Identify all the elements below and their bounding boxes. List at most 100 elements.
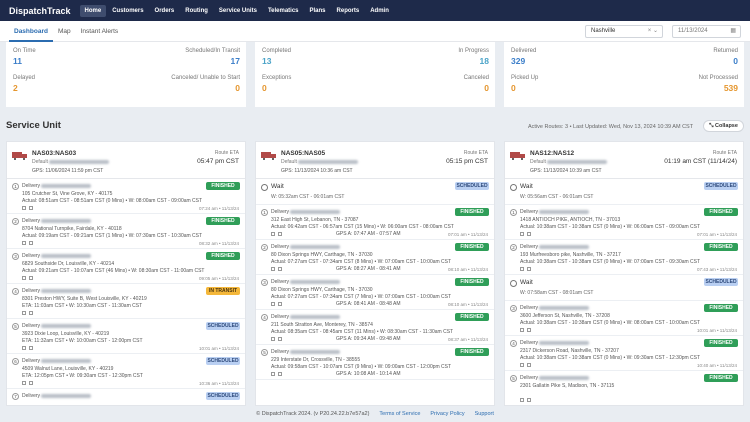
- stop-type: Delivery: [271, 209, 341, 215]
- stop-row[interactable]: 2 Delivery FINISHED 193 Murfreesboro pike,…: [505, 240, 743, 275]
- note-icon[interactable]: [22, 276, 26, 280]
- stop-number: 5: [12, 323, 19, 330]
- stop-row[interactable]: 1 Delivery FINISHED 312 East High St, Leba…: [256, 205, 494, 240]
- stop-row[interactable]: 4 Delivery FINISHED 211 South Stratton Ave…: [256, 310, 494, 345]
- truck-icon: [12, 151, 28, 160]
- stop-row[interactable]: 2 Delivery FINISHED 80 Dixon Springs HWY, …: [256, 240, 494, 275]
- wait-window: W: 07:58am CST - 08:01am CST: [520, 290, 594, 296]
- photo-icon[interactable]: [527, 232, 531, 236]
- wait-row[interactable]: Wait SCHEDULED W: 05:32am CST - 06:01am CS…: [256, 179, 494, 205]
- route-column: NAS03:NAS03 Default GPS: 11/06/2024 11:59…: [6, 141, 246, 406]
- photo-icon[interactable]: [278, 267, 282, 271]
- photo-icon[interactable]: [29, 276, 33, 280]
- tab-dashboard[interactable]: Dashboard: [9, 21, 53, 42]
- wait-row[interactable]: Wait SCHEDULED W: 07:58am CST - 08:01am CS…: [505, 275, 743, 301]
- route-eta: 05:15 pm CST: [446, 158, 488, 165]
- stop-number: 4: [510, 340, 517, 347]
- note-icon[interactable]: [22, 206, 26, 210]
- nav-home[interactable]: Home: [79, 4, 107, 17]
- route-eta-label: Route ETA: [463, 150, 488, 156]
- stat-label: Completed: [262, 48, 292, 54]
- note-icon[interactable]: [520, 267, 524, 271]
- tab-map[interactable]: Map: [57, 27, 71, 35]
- wait-title: Wait: [520, 183, 533, 190]
- note-icon[interactable]: [520, 398, 524, 402]
- nav-plans[interactable]: Plans: [309, 7, 326, 14]
- photo-icon[interactable]: [278, 337, 282, 341]
- note-icon[interactable]: [22, 311, 26, 315]
- note-icon[interactable]: [271, 337, 275, 341]
- stop-row[interactable]: 2 Delivery FINISHED 8704 National Turnpike…: [7, 214, 245, 249]
- stat-label: Scheduled/In Transit: [185, 48, 240, 54]
- collapse-label: Collapse: [715, 123, 738, 129]
- route-header[interactable]: NAS03:NAS03 Default GPS: 11/06/2024 11:59…: [7, 142, 245, 179]
- route-header[interactable]: NAS05:NAS05 Default GPS: 11/13/2024 10:36…: [256, 142, 494, 179]
- stop-row[interactable]: 4 Delivery FINISHED 2317 Dickerson Road, N…: [505, 336, 743, 371]
- tab-instant-alerts[interactable]: Instant Alerts: [80, 27, 119, 35]
- photo-icon[interactable]: [29, 381, 33, 385]
- nav-customers[interactable]: Customers: [112, 7, 144, 14]
- photo-icon[interactable]: [29, 311, 33, 315]
- stop-row[interactable]: 1 Delivery FINISHED 105 Crutcher St, Vine …: [7, 179, 245, 214]
- stop-type: Delivery: [271, 279, 341, 285]
- stop-type: Delivery: [22, 393, 92, 399]
- note-icon[interactable]: [520, 363, 524, 367]
- nav-admin[interactable]: Admin: [370, 7, 389, 14]
- photo-icon[interactable]: [527, 328, 531, 332]
- route-header[interactable]: NAS12:NAS12 Default GPS: 11/13/2024 10:39…: [505, 142, 743, 179]
- photo-icon[interactable]: [278, 372, 282, 376]
- stop-window: Actual: 09:19am CST - 09:21am CST (1 Min…: [22, 233, 203, 239]
- nav-telematics[interactable]: Telematics: [267, 7, 299, 14]
- stop-row[interactable]: 3 Delivery FINISHED 6829 Southside Dr, Lou…: [7, 249, 245, 284]
- stat-value: 0: [262, 83, 267, 93]
- nav-reports[interactable]: Reports: [336, 7, 360, 14]
- stop-window: Actual: 08:35am CST - 08:45am CST (11 Mi…: [271, 329, 454, 335]
- hub-select-value: Nashville: [591, 28, 616, 34]
- nav-service-units[interactable]: Service Units: [218, 7, 257, 14]
- wait-row[interactable]: Wait SCHEDULED W: 05:56am CST - 06:01am CS…: [505, 179, 743, 205]
- route-gps: GPS: 11/13/2024 10:36 am CST: [281, 168, 353, 174]
- nav-routing[interactable]: Routing: [185, 7, 208, 14]
- note-icon[interactable]: [520, 232, 524, 236]
- stop-row[interactable]: 3 Delivery FINISHED 80 Dixon Springs HWY, …: [256, 275, 494, 310]
- stop-row[interactable]: 4 Delivery IN TRANSIT 8301 Preston HWY, Su…: [7, 284, 245, 319]
- stop-row[interactable]: 5 Delivery FINISHED 2301 Gallatin Pike S, …: [505, 371, 743, 405]
- nav-orders[interactable]: Orders: [154, 7, 175, 14]
- stop-row[interactable]: 1 Delivery FINISHED 1418 ANTIOCH PIKE, ANT…: [505, 205, 743, 240]
- copyright: © DispatchTrack 2024. (v P20.24.22.b7e57…: [256, 411, 370, 417]
- terms-link[interactable]: Terms of Service: [379, 411, 421, 417]
- note-icon[interactable]: [271, 302, 275, 306]
- stop-row[interactable]: 5 Delivery FINISHED 229 Interstate Dr, Cro…: [256, 345, 494, 380]
- note-icon[interactable]: [22, 241, 26, 245]
- support-link[interactable]: Support: [474, 411, 494, 417]
- photo-icon[interactable]: [29, 206, 33, 210]
- privacy-link[interactable]: Privacy Policy: [430, 411, 465, 417]
- note-icon[interactable]: [22, 381, 26, 385]
- stop-address: 8301 Preston HWY, Suite B, West Louisvil…: [22, 296, 147, 302]
- stop-row[interactable]: 7 Delivery SCHEDULED: [7, 389, 245, 405]
- hub-select[interactable]: Nashville × ⌄: [585, 25, 663, 38]
- date-picker[interactable]: 11/13/2024 ▦: [672, 25, 741, 38]
- photo-icon[interactable]: [527, 398, 531, 402]
- photo-icon[interactable]: [29, 241, 33, 245]
- stop-address: 105 Crutcher St, Vine Grove, KY - 40175: [22, 191, 113, 197]
- note-icon[interactable]: [271, 232, 275, 236]
- photo-icon[interactable]: [29, 346, 33, 350]
- calendar-icon[interactable]: ▦: [730, 28, 736, 34]
- photo-icon[interactable]: [278, 302, 282, 306]
- photo-icon[interactable]: [527, 267, 531, 271]
- stop-row[interactable]: 6 Delivery SCHEDULED 4509 Walnut Lane, Lou…: [7, 354, 245, 389]
- status-badge: SCHEDULED: [704, 182, 738, 190]
- stop-row[interactable]: 3 Delivery FINISHED 3600 Jefferson St, Nas…: [505, 301, 743, 336]
- photo-icon[interactable]: [278, 232, 282, 236]
- note-icon[interactable]: [520, 328, 524, 332]
- stop-row[interactable]: 5 Delivery SCHEDULED 3923 Dixie Loop, Loui…: [7, 319, 245, 354]
- collapse-button[interactable]: ⤡ Collapse: [703, 120, 744, 132]
- stop-type: Delivery: [520, 305, 590, 311]
- note-icon[interactable]: [271, 372, 275, 376]
- photo-icon[interactable]: [527, 363, 531, 367]
- note-icon[interactable]: [271, 267, 275, 271]
- note-icon[interactable]: [22, 346, 26, 350]
- clear-chevron-icon[interactable]: × ⌄: [647, 28, 658, 34]
- stop-time: 08:10 am • 11/13/24: [447, 267, 488, 272]
